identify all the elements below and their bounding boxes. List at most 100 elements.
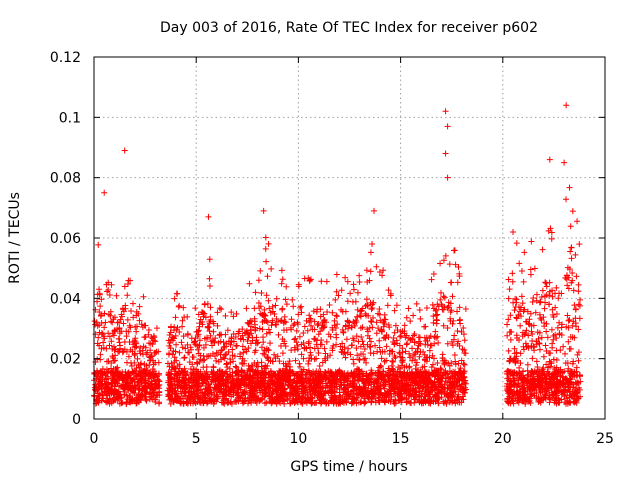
data-point <box>342 274 349 281</box>
data-point <box>430 319 437 326</box>
data-point <box>124 316 131 323</box>
data-point <box>221 355 228 362</box>
data-point <box>314 322 321 329</box>
data-point <box>276 358 283 365</box>
data-point <box>152 338 159 345</box>
data-point <box>401 322 408 329</box>
data-point <box>262 362 269 369</box>
data-point <box>167 400 174 407</box>
data-point <box>305 360 312 367</box>
data-point <box>124 373 131 380</box>
data-point <box>314 345 321 352</box>
data-point <box>404 340 411 347</box>
data-point <box>437 260 444 267</box>
data-point <box>456 317 463 324</box>
data-point <box>311 326 318 333</box>
data-point <box>172 314 179 321</box>
data-point <box>279 386 286 393</box>
data-point <box>202 341 209 348</box>
data-point <box>98 389 105 396</box>
data-point <box>119 399 126 406</box>
data-point <box>368 318 375 325</box>
data-point <box>118 313 125 320</box>
data-point <box>292 335 299 342</box>
data-point <box>350 337 357 344</box>
data-point <box>260 350 267 357</box>
data-point <box>361 346 368 353</box>
data-point <box>452 361 459 368</box>
data-point <box>296 360 303 367</box>
data-point <box>327 370 334 377</box>
data-point <box>94 392 101 399</box>
data-point <box>100 339 107 346</box>
data-point <box>339 340 346 347</box>
data-point <box>440 322 447 329</box>
data-point <box>199 318 206 325</box>
data-point <box>195 327 202 334</box>
data-point <box>119 349 126 356</box>
data-point <box>347 351 354 358</box>
data-point <box>94 386 101 393</box>
data-point <box>318 278 325 285</box>
data-point <box>273 295 280 302</box>
data-point <box>227 379 234 386</box>
data-point <box>172 397 179 404</box>
data-point <box>326 301 333 308</box>
data-point <box>114 319 121 326</box>
data-point <box>204 400 211 407</box>
data-point <box>120 320 127 327</box>
data-point <box>452 388 459 395</box>
data-point <box>447 279 454 286</box>
data-point <box>250 368 257 375</box>
data-point <box>344 278 351 285</box>
data-point <box>363 296 370 303</box>
data-point <box>449 293 456 300</box>
data-point <box>124 359 131 366</box>
data-point <box>136 387 143 394</box>
data-point <box>368 306 375 313</box>
data-point <box>303 380 310 387</box>
data-point <box>276 398 283 405</box>
data-point <box>230 313 237 320</box>
data-point <box>115 372 122 379</box>
data-point <box>142 322 149 329</box>
data-point <box>139 373 146 380</box>
data-point <box>224 370 231 377</box>
data-point <box>343 391 350 398</box>
data-point <box>431 333 438 340</box>
data-point <box>455 338 462 345</box>
data-point <box>149 370 156 377</box>
data-point <box>329 327 336 334</box>
data-point <box>173 290 180 297</box>
data-point <box>196 320 203 327</box>
data-point <box>199 308 206 315</box>
x-tick-label: 15 <box>392 431 410 447</box>
data-point <box>95 241 102 248</box>
data-point <box>342 322 349 329</box>
data-point <box>394 326 401 333</box>
data-point <box>115 335 122 342</box>
data-point <box>125 370 132 377</box>
data-point <box>181 355 188 362</box>
data-point <box>152 385 159 392</box>
data-point <box>106 291 113 298</box>
data-point <box>143 351 150 358</box>
data-point <box>116 392 123 399</box>
data-point <box>201 301 208 308</box>
data-point <box>117 316 124 323</box>
y-tick-label: 0.06 <box>50 231 81 247</box>
data-point <box>243 348 250 355</box>
data-point <box>237 335 244 342</box>
data-point <box>108 360 115 367</box>
data-point <box>111 328 118 335</box>
data-point <box>219 346 226 353</box>
data-point <box>451 247 458 254</box>
data-point <box>120 348 127 355</box>
data-point <box>150 333 157 340</box>
data-point <box>107 312 114 319</box>
data-point <box>445 302 452 309</box>
data-point <box>367 338 374 345</box>
data-point <box>389 382 396 389</box>
data-point <box>186 384 193 391</box>
data-point <box>386 324 393 331</box>
